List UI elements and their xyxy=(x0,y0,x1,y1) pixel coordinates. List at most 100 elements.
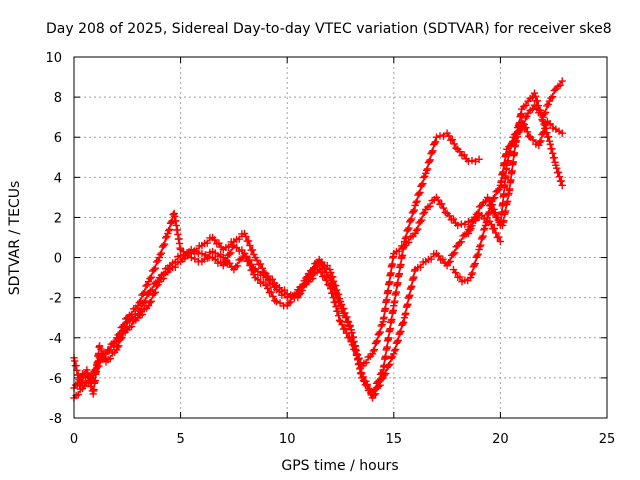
trail-marker xyxy=(523,112,531,121)
trail-marker xyxy=(487,204,496,213)
trail-marker xyxy=(250,270,258,279)
trail-marker xyxy=(504,156,512,165)
trail-marker xyxy=(239,254,247,262)
trail-marker xyxy=(451,268,460,277)
trail-marker xyxy=(171,258,179,266)
data-point-marker xyxy=(481,221,490,230)
trail-marker xyxy=(445,212,453,220)
trail-marker xyxy=(153,278,162,286)
trail-marker xyxy=(426,156,434,164)
trail-marker xyxy=(548,149,557,157)
trail-marker xyxy=(506,185,514,193)
y-tick-label: 0 xyxy=(54,252,62,267)
trail-marker xyxy=(343,313,351,321)
trail-marker xyxy=(389,252,398,261)
trail-marker xyxy=(258,264,267,272)
trail-marker xyxy=(93,358,102,367)
trail-marker xyxy=(423,165,432,173)
y-tick-label: 2 xyxy=(54,211,62,226)
trail-marker xyxy=(392,288,401,296)
trail-marker xyxy=(556,81,564,90)
trail-marker xyxy=(410,267,419,275)
trail-marker xyxy=(517,110,525,118)
trail-marker xyxy=(363,382,371,390)
trail-marker xyxy=(366,386,374,395)
trail-marker xyxy=(551,158,559,166)
data-point-marker xyxy=(326,265,334,274)
trail-marker xyxy=(279,302,288,310)
data-point-marker xyxy=(558,77,566,85)
trail-marker xyxy=(528,105,537,114)
trail-marker xyxy=(330,277,338,285)
trail-marker xyxy=(271,296,279,305)
series-3 xyxy=(70,209,505,402)
x-tick-label: 20 xyxy=(492,432,509,447)
trail-marker xyxy=(370,345,379,354)
data-point-marker xyxy=(535,141,543,149)
trail-marker xyxy=(469,216,478,225)
x-tick-label: 0 xyxy=(70,432,78,447)
trail-marker xyxy=(495,233,503,241)
trail-marker xyxy=(506,147,515,156)
trail-marker xyxy=(300,280,309,288)
trail-marker xyxy=(346,321,354,330)
trail-marker xyxy=(468,269,477,277)
trail-marker xyxy=(74,371,82,379)
trail-marker xyxy=(334,290,343,298)
trail-marker xyxy=(246,261,254,270)
trail-marker xyxy=(529,136,537,144)
trail-marker xyxy=(120,326,128,334)
data-point-marker xyxy=(552,161,560,170)
trail-marker xyxy=(132,304,140,312)
trail-marker xyxy=(331,281,340,290)
trail-marker xyxy=(287,291,295,299)
data-point-marker xyxy=(464,229,473,238)
trail-marker xyxy=(405,238,413,247)
trail-marker xyxy=(429,147,437,155)
trail-marker xyxy=(512,137,521,145)
trail-marker xyxy=(419,179,427,188)
trail-marker xyxy=(148,286,156,294)
trail-marker xyxy=(533,97,542,105)
trail-marker xyxy=(256,260,265,268)
trail-marker xyxy=(357,368,365,377)
trail-marker xyxy=(414,225,422,233)
trail-marker xyxy=(382,369,390,378)
trail-marker xyxy=(538,115,546,124)
trail-marker xyxy=(338,320,346,329)
trail-marker xyxy=(268,275,276,283)
trail-marker xyxy=(548,93,557,101)
trail-marker xyxy=(349,333,357,341)
trail-marker xyxy=(141,297,150,305)
chart-title: Day 208 of 2025, Sidereal Day-to-day VTE… xyxy=(46,21,612,37)
trail-marker xyxy=(110,348,119,356)
trail-marker xyxy=(244,237,253,245)
trail-marker xyxy=(410,273,418,281)
trail-marker xyxy=(165,226,173,235)
trail-marker xyxy=(329,273,337,281)
trail-marker xyxy=(438,200,446,208)
y-tick-label: 6 xyxy=(54,131,62,146)
trail-marker xyxy=(450,140,458,148)
trail-marker xyxy=(280,286,289,294)
trail-marker xyxy=(233,262,242,270)
trail-marker xyxy=(452,243,460,251)
trail-marker xyxy=(180,251,188,259)
trail-marker xyxy=(554,168,563,176)
y-tick-label: -8 xyxy=(49,412,62,427)
y-tick-label: -2 xyxy=(49,292,62,307)
trail-marker xyxy=(474,209,482,217)
trail-marker xyxy=(460,151,468,159)
trail-marker xyxy=(362,377,370,386)
trail-marker xyxy=(128,315,137,324)
y-tick-label: 4 xyxy=(54,171,62,186)
trail-marker xyxy=(287,298,295,306)
trail-marker xyxy=(90,385,98,394)
trail-marker xyxy=(335,312,343,320)
trail-marker xyxy=(491,193,499,202)
trail-marker xyxy=(142,304,151,312)
trail-marker xyxy=(335,295,344,303)
trail-marker xyxy=(127,322,136,331)
trail-marker xyxy=(550,86,558,95)
trail-marker xyxy=(137,305,145,314)
